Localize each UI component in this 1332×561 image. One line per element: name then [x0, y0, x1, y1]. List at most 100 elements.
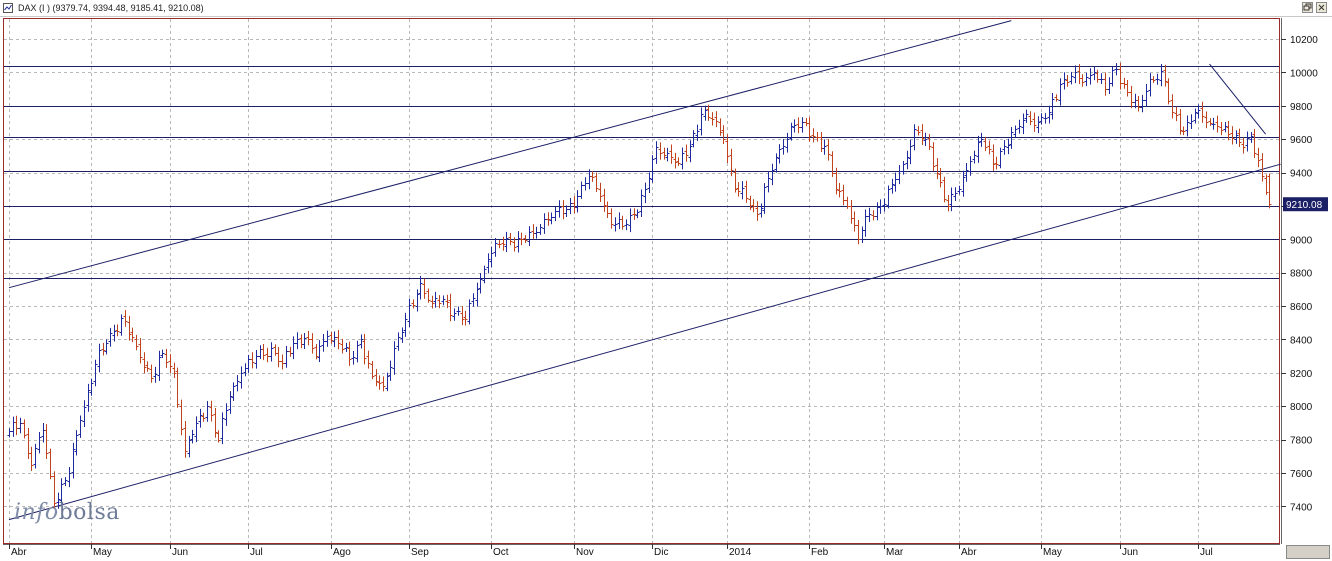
ohlc-bar — [288, 346, 293, 357]
ohlc-bar — [568, 197, 573, 215]
time-axis-panel[interactable] — [3, 544, 1280, 561]
ohlc-bar — [97, 343, 102, 373]
ohlc-bar — [781, 138, 786, 155]
price-axis-panel[interactable] — [1281, 18, 1332, 544]
ohlc-bar — [381, 376, 386, 392]
ohlc-bar — [231, 382, 236, 401]
ohlc-bar — [822, 139, 827, 155]
ohlc-bar — [725, 134, 730, 164]
ohlc-bar — [1107, 77, 1112, 95]
ohlc-bar — [71, 442, 76, 479]
ohlc-bar — [134, 334, 139, 351]
close-button[interactable] — [1316, 2, 1327, 13]
ohlc-bar — [101, 342, 106, 356]
ohlc-bar — [430, 295, 435, 309]
chart-icon — [3, 3, 13, 13]
ohlc-bar — [1062, 72, 1067, 90]
ohlc-bar — [220, 412, 225, 445]
plot-area[interactable] — [3, 18, 1280, 544]
close-icon — [1318, 4, 1325, 11]
ohlc-bar — [108, 327, 113, 347]
ohlc-bar — [882, 198, 887, 212]
ohlc-bar — [1260, 153, 1265, 182]
ohlc-bar — [744, 180, 749, 203]
x-tick-label: Jun — [1122, 547, 1138, 558]
ohlc-bar — [564, 205, 569, 218]
ohlc-bar — [856, 220, 861, 245]
ohlc-bar — [620, 215, 625, 230]
ohlc-bar — [1013, 125, 1018, 138]
ohlc-bar — [11, 416, 16, 437]
ohlc-bar — [519, 232, 524, 246]
x-tick-label: Abr — [961, 547, 977, 558]
ohlc-bar — [1204, 111, 1209, 129]
ohlc-bar — [908, 139, 913, 165]
ohlc-bar — [733, 168, 738, 193]
ohlc-bar — [441, 295, 446, 306]
ohlc-bar — [1032, 112, 1037, 132]
ohlc-bar — [718, 118, 723, 136]
ohlc-bar — [29, 446, 34, 472]
ohlc-bar — [949, 187, 954, 212]
restore-button[interactable] — [1302, 2, 1313, 13]
ohlc-bar — [1170, 94, 1175, 119]
ohlc-bar — [1009, 127, 1014, 149]
ohlc-bar — [407, 298, 412, 328]
ohlc-bar — [579, 181, 584, 199]
ohlc-bar — [1252, 129, 1257, 158]
ohlc-bar — [845, 196, 850, 209]
ohlc-bar — [1110, 66, 1115, 87]
y-tick-label: 9400 — [1290, 169, 1313, 180]
ohlc-bar — [93, 359, 98, 387]
ohlc-bar — [127, 315, 132, 341]
x-tick-label: Feb — [811, 547, 829, 558]
ohlc-bar — [467, 299, 472, 325]
ohlc-bar — [994, 156, 999, 170]
ohlc-bar — [1118, 62, 1123, 90]
ohlc-bar — [1193, 108, 1198, 124]
ohlc-bar — [605, 201, 610, 218]
ohlc-bar — [523, 235, 528, 243]
ohlc-bar — [1122, 77, 1127, 89]
ohlc-bar — [209, 400, 214, 422]
ohlc-bar — [179, 399, 184, 436]
ohlc-bar — [557, 200, 562, 218]
ohlc-bar — [590, 170, 595, 182]
ohlc-bar — [370, 360, 375, 380]
ohlc-bar — [1084, 72, 1089, 87]
ohlc-bar — [841, 184, 846, 206]
ohlc-bar — [1080, 74, 1085, 87]
ohlc-bar — [542, 213, 547, 234]
ohlc-bar — [931, 142, 936, 171]
ohlc-bar — [235, 375, 240, 392]
ohlc-bar — [512, 237, 517, 252]
ohlc-bar — [302, 332, 307, 350]
ohlc-bar — [250, 352, 255, 369]
ohlc-bar — [1223, 121, 1228, 133]
ohlc-bar — [1200, 101, 1205, 123]
ohlc-bar — [194, 416, 199, 443]
ohlc-bar — [340, 338, 345, 354]
ohlc-bar — [572, 196, 577, 214]
window-title: DAX (I ) (9379.74, 9394.48, 9185.41, 921… — [18, 3, 204, 13]
ohlc-bar — [1088, 68, 1093, 85]
ohlc-bar — [119, 314, 124, 336]
ohlc-bar — [284, 345, 289, 368]
ohlc-bar — [1028, 111, 1033, 126]
ohlc-bar — [396, 332, 401, 351]
ohlc-bar — [317, 340, 322, 363]
ohlc-bar — [647, 172, 652, 194]
ohlc-bar — [1002, 140, 1007, 155]
trendline-2 — [1209, 63, 1267, 135]
ohlc-bar — [1155, 73, 1160, 85]
ohlc-bar — [377, 375, 382, 390]
ohlc-bar — [471, 293, 476, 307]
ohlc-bar — [1185, 115, 1190, 137]
ohlc-bar — [1006, 138, 1011, 155]
ohlc-bar — [422, 278, 427, 299]
ohlc-bar — [953, 187, 958, 201]
x-tick-label: Jun — [172, 547, 188, 558]
x-tick-label: Abr — [11, 547, 27, 558]
ohlc-bar — [205, 401, 210, 422]
